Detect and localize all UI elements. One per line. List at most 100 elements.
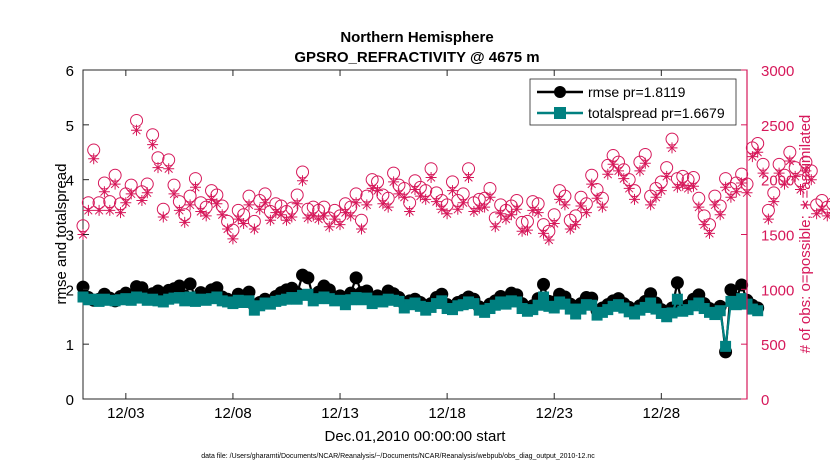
assimilated-obs-point: [216, 209, 228, 221]
assimilated-obs-point: [211, 198, 223, 210]
legend-spread-marker: [554, 107, 566, 119]
assimilated-obs-point: [286, 211, 298, 223]
assimilated-obs-point: [495, 208, 507, 220]
totalspread-point: [586, 299, 598, 311]
assimilated-obs-point: [414, 190, 426, 202]
assimilated-obs-point: [345, 210, 357, 222]
right-y-axis: 0 500 1000 1500 2000 2500 3000: [741, 63, 794, 409]
legend-rmse-label: rmse pr=1.8119: [588, 84, 686, 100]
assimilated-obs-point: [243, 199, 255, 211]
assimilated-obs-point: [168, 188, 180, 200]
assimilated-obs-point: [463, 172, 474, 183]
assimilated-obs-point: [698, 219, 710, 231]
assimilated-obs-point: [120, 197, 132, 209]
rmse-point: [172, 279, 186, 293]
assimilated-obs-point: [356, 223, 367, 235]
assimilated-obs-point: [152, 162, 164, 174]
right-y-tick-label: 500: [761, 337, 786, 354]
assimilated-obs-point: [655, 185, 667, 197]
assimilated-obs-point: [473, 202, 485, 214]
assimilated-obs-point: [505, 209, 517, 221]
assimilated-obs-point: [618, 173, 630, 185]
assimilated-obs-point: [527, 204, 539, 216]
assimilated-obs-point: [195, 206, 207, 217]
assimilated-obs-point: [693, 201, 705, 213]
rmse-point: [735, 278, 749, 292]
assimilated-obs-point: [339, 207, 351, 219]
assimilated-obs-point: [554, 193, 566, 205]
left-y-tick-label: 6: [66, 63, 74, 80]
assimilated-obs-point: [564, 223, 576, 235]
right-y-tick-label: 1000: [761, 282, 794, 299]
left-y-tick-label: 1: [66, 337, 74, 354]
assimilated-obs-point: [173, 204, 185, 216]
assimilated-obs-point: [377, 198, 389, 210]
assimilated-obs-point: [548, 218, 560, 229]
totalspread-point: [671, 293, 683, 305]
assimilated-obs-point: [275, 209, 287, 221]
assimilated-obs-point: [484, 191, 496, 203]
assimilated-obs-series: [77, 124, 830, 246]
right-y-tick-label: 3000: [761, 63, 794, 80]
assimilated-obs-point: [297, 175, 308, 187]
assimilated-obs-point: [591, 192, 603, 204]
legend-spread-label: totalspread pr=1.6679: [588, 105, 725, 121]
assimilated-obs-point: [388, 176, 400, 188]
assimilated-obs-point: [248, 223, 260, 235]
left-y-tick-label: 3: [66, 228, 74, 245]
assimilated-obs-point: [222, 223, 234, 235]
totalspread-point: [243, 295, 255, 307]
assimilated-obs-point: [784, 155, 796, 167]
assimilated-obs-point: [291, 198, 303, 210]
assimilated-obs-point: [82, 204, 94, 216]
assimilated-obs-point: [307, 210, 319, 222]
assimilated-obs-point: [457, 197, 469, 209]
assimilated-obs-point: [447, 185, 458, 197]
assimilated-obs-point: [789, 170, 801, 182]
totalspread-point: [436, 295, 448, 307]
assimilated-obs-point: [666, 142, 678, 154]
assimilated-obs-point: [88, 153, 100, 165]
assimilated-obs-point: [800, 165, 812, 177]
assimilated-obs-point: [115, 207, 126, 219]
assimilated-obs-point: [409, 184, 421, 195]
assimilated-obs-point: [136, 195, 148, 206]
assimilated-obs-point: [206, 193, 217, 205]
totalspread-point: [666, 307, 678, 319]
assimilated-obs-point: [259, 197, 271, 209]
assimilated-obs-point: [227, 233, 239, 245]
assimilated-obs-point: [452, 203, 464, 215]
assimilated-obs-point: [436, 203, 448, 215]
assimilated-obs-point: [704, 227, 715, 239]
totalspread-point: [302, 288, 314, 300]
assimilated-obs-point: [500, 213, 512, 225]
assimilated-obs-point: [479, 201, 491, 213]
x-tick-label: 12/08: [214, 405, 252, 422]
assimilated-obs-point: [420, 193, 432, 205]
assimilated-obs-point: [425, 172, 437, 183]
assimilated-obs-point: [757, 167, 769, 179]
totalspread-point: [752, 305, 764, 317]
assimilated-obs-point: [125, 188, 137, 200]
right-y-tick-label: 0: [761, 392, 769, 409]
assimilated-obs-point: [661, 170, 673, 182]
assimilated-obs-point: [141, 187, 153, 199]
assimilated-obs-point: [725, 191, 737, 203]
totalspread-point: [548, 302, 560, 314]
left-y-axis: 0 1 2 3 4 5 6: [66, 63, 89, 409]
assimilated-obs-point: [752, 146, 764, 158]
assimilated-obs-point: [688, 180, 699, 192]
assimilated-obs-point: [232, 213, 244, 225]
totalspread-point: [511, 296, 523, 308]
assimilated-obs-point: [639, 157, 651, 169]
assimilated-obs-point: [109, 178, 121, 190]
assimilated-obs-point: [382, 201, 394, 213]
assimilated-obs-point: [768, 196, 780, 208]
assimilated-obs-point: [532, 207, 544, 219]
assimilated-obs-point: [570, 219, 582, 231]
assimilated-obs-point: [613, 165, 624, 177]
assimilated-obs-point: [361, 199, 373, 211]
assimilated-obs-point: [559, 199, 571, 211]
assimilated-obs-point: [270, 207, 282, 219]
assimilated-obs-point: [645, 199, 657, 211]
